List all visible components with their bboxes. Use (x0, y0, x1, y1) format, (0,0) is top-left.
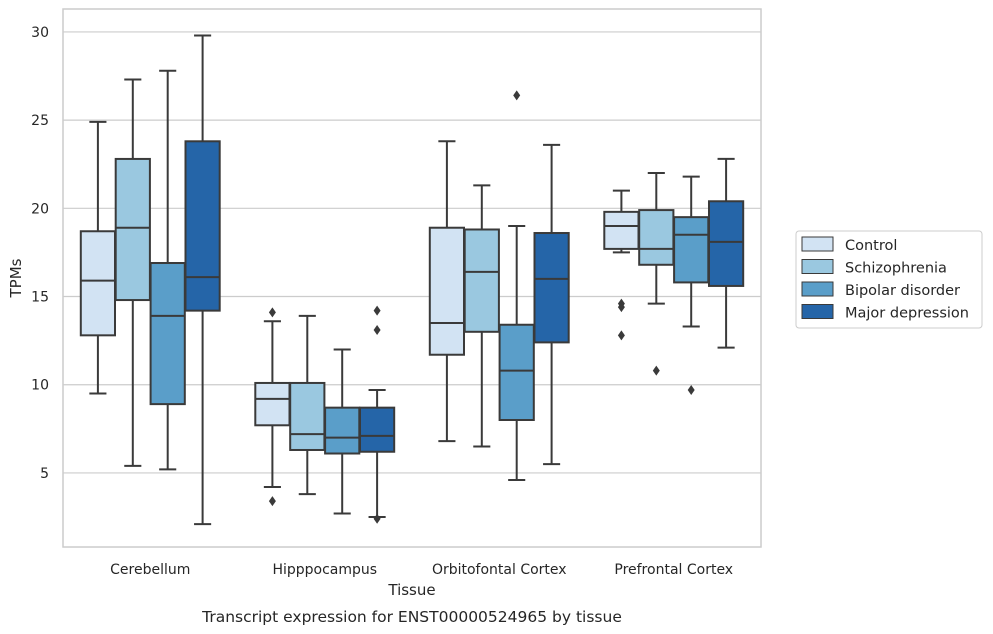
x-axis-label: Tissue (387, 581, 435, 599)
y-tick-label: 25 (31, 113, 49, 129)
flier-point (268, 496, 276, 507)
box-iqr (463, 228, 500, 333)
box-1-1 (289, 314, 326, 496)
legend-swatch (801, 259, 834, 274)
plot-frame (62, 8, 762, 548)
legend-swatch (801, 236, 834, 252)
box-1-3 (358, 305, 396, 524)
y-axis-label: TPMs (7, 258, 25, 298)
y-tick-label: 15 (31, 290, 49, 306)
box-iqr (603, 210, 640, 250)
x-tick-label: Cerebellum (110, 562, 190, 578)
legend-label: Control (845, 238, 897, 254)
box-3-3 (707, 157, 745, 349)
flier-point (373, 325, 381, 336)
box-iqr (638, 209, 675, 266)
flier-point (268, 307, 276, 318)
legend-swatch (801, 304, 834, 319)
flier-point (687, 385, 695, 396)
box-iqr (358, 406, 396, 453)
box-2-0 (428, 140, 466, 443)
box-3-1 (638, 172, 675, 376)
legend-swatch (801, 281, 834, 297)
box-0-0 (79, 120, 117, 395)
box-2-1 (463, 184, 500, 448)
y-tick-label: 20 (31, 201, 49, 217)
x-tick-label: Prefrontal Cortex (614, 562, 733, 578)
legend-label: Major depression (845, 306, 969, 322)
box-iqr (79, 230, 117, 337)
box-1-0 (254, 307, 291, 507)
flier-point (617, 298, 625, 309)
legend-label: Schizophrenia (845, 261, 947, 277)
x-tick-label: Hipppocampus (272, 562, 377, 578)
box-1-2 (324, 348, 361, 515)
box-iqr (707, 200, 745, 287)
box-2-3 (533, 143, 570, 466)
box-iqr (114, 157, 151, 302)
box-iqr (428, 226, 466, 356)
flier-point (373, 305, 381, 316)
box-iqr (498, 323, 535, 421)
y-tick-label: 10 (31, 378, 49, 394)
box-iqr (184, 140, 221, 312)
y-axis-ticks: 5 10 15 20 25 30 (31, 25, 49, 482)
x-tick-label: Orbitofontal Cortex (432, 562, 567, 578)
box-2-2 (498, 90, 535, 481)
legend-frame (795, 230, 983, 329)
y-tick-label: 30 (31, 25, 49, 41)
flier-point (617, 330, 625, 341)
box-iqr (673, 216, 710, 284)
y-tick-label: 5 (40, 466, 49, 482)
box-iqr (324, 406, 361, 455)
legend-label: Bipolar disorder (845, 283, 960, 299)
flier-point (513, 90, 521, 101)
box-iqr (289, 381, 326, 451)
box-iqr (533, 232, 570, 344)
box-3-2 (673, 175, 710, 396)
box-3-0 (603, 189, 640, 341)
box-iqr (149, 262, 186, 406)
box-0-2 (149, 69, 186, 471)
flier-point (373, 513, 381, 524)
chart-caption: Transcript expression for ENST0000052496… (201, 608, 622, 626)
box-0-1 (114, 78, 151, 467)
boxes-layer (79, 34, 745, 526)
x-axis-ticks: Cerebellum Hipppocampus Orbitofontal Corte… (110, 562, 733, 578)
legend: Control Schizophrenia Bipolar disorder Majo… (795, 230, 983, 329)
box-iqr (254, 381, 291, 427)
flier-point (652, 365, 660, 376)
box-0-3 (184, 34, 221, 526)
